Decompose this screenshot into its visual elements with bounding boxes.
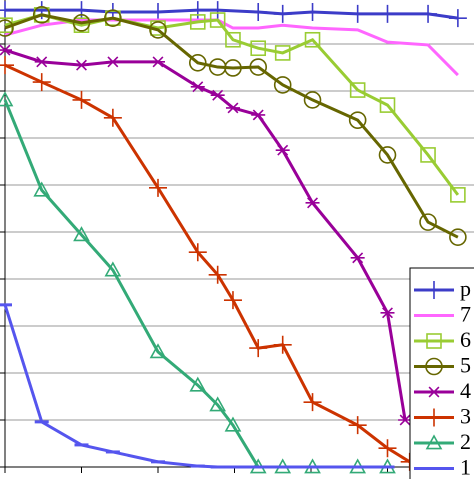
marker	[32, 73, 51, 92]
marker	[348, 111, 367, 129]
marker	[0, 91, 14, 107]
marker	[149, 178, 167, 197]
marker	[349, 82, 366, 98]
marker	[105, 56, 120, 68]
marker	[273, 4, 292, 23]
marker	[249, 58, 268, 76]
legend-label: 7	[460, 302, 471, 327]
marker	[419, 213, 437, 231]
marker	[275, 144, 290, 156]
legend-label: 5	[460, 353, 471, 378]
marker	[303, 393, 322, 412]
marker	[223, 291, 242, 310]
marker	[420, 147, 436, 163]
marker	[149, 343, 167, 359]
marker	[250, 40, 267, 57]
marker	[72, 1, 91, 20]
marker	[189, 376, 207, 392]
marker	[249, 339, 268, 358]
marker	[225, 31, 241, 48]
marker	[378, 439, 397, 458]
marker	[74, 59, 89, 71]
series-line	[3, 304, 388, 469]
series-line	[4, 13, 459, 239]
marker	[72, 90, 91, 109]
series	[0, 56, 419, 471]
marker	[189, 14, 206, 30]
marker	[0, 1, 14, 20]
marker	[33, 181, 51, 197]
marker	[0, 19, 14, 37]
marker	[425, 357, 443, 376]
marker	[249, 3, 268, 22]
marker	[348, 4, 367, 23]
marker	[224, 416, 242, 432]
marker	[380, 307, 395, 319]
marker	[104, 9, 122, 27]
marker	[208, 1, 227, 20]
marker	[425, 408, 443, 427]
legend-label: p	[460, 276, 471, 301]
marker	[448, 9, 467, 28]
marker	[209, 12, 226, 28]
series-line	[4, 63, 411, 464]
legend-label: 3	[460, 404, 471, 429]
marker	[104, 261, 122, 277]
legend-label: 1	[460, 455, 471, 479]
marker	[103, 108, 122, 127]
series	[0, 6, 467, 246]
marker	[419, 4, 438, 23]
marker	[273, 335, 292, 354]
series-line	[4, 13, 460, 196]
marker	[0, 44, 12, 56]
marker	[149, 3, 167, 22]
legend-label: 4	[460, 378, 471, 403]
marker	[303, 91, 322, 109]
marker	[210, 89, 225, 101]
marker	[190, 81, 205, 93]
marker	[303, 3, 322, 22]
marker	[449, 228, 467, 246]
marker	[450, 187, 466, 203]
legend-label: 2	[460, 429, 471, 454]
marker	[273, 76, 292, 94]
marker	[425, 434, 443, 450]
series	[0, 44, 413, 426]
marker	[426, 333, 442, 349]
marker	[34, 56, 49, 68]
marker	[73, 226, 90, 242]
marker	[425, 281, 443, 299]
marker	[350, 252, 365, 264]
marker	[209, 396, 227, 412]
marker	[348, 416, 367, 435]
marker	[188, 243, 207, 262]
marker	[224, 59, 242, 77]
marker	[225, 102, 240, 114]
marker	[427, 386, 441, 398]
legend-label: 6	[460, 327, 471, 352]
marker	[151, 56, 165, 68]
marker	[379, 97, 396, 113]
marker	[274, 45, 291, 61]
marker	[0, 56, 14, 75]
marker	[378, 146, 397, 164]
marker	[188, 53, 207, 72]
marker	[251, 109, 266, 121]
marker	[378, 4, 397, 23]
marker	[208, 265, 227, 284]
series	[0, 303, 395, 469]
marker	[149, 21, 167, 39]
marker	[305, 197, 320, 209]
marker	[32, 6, 51, 24]
marker	[304, 31, 321, 48]
marker	[188, 1, 207, 20]
marker	[72, 14, 91, 32]
